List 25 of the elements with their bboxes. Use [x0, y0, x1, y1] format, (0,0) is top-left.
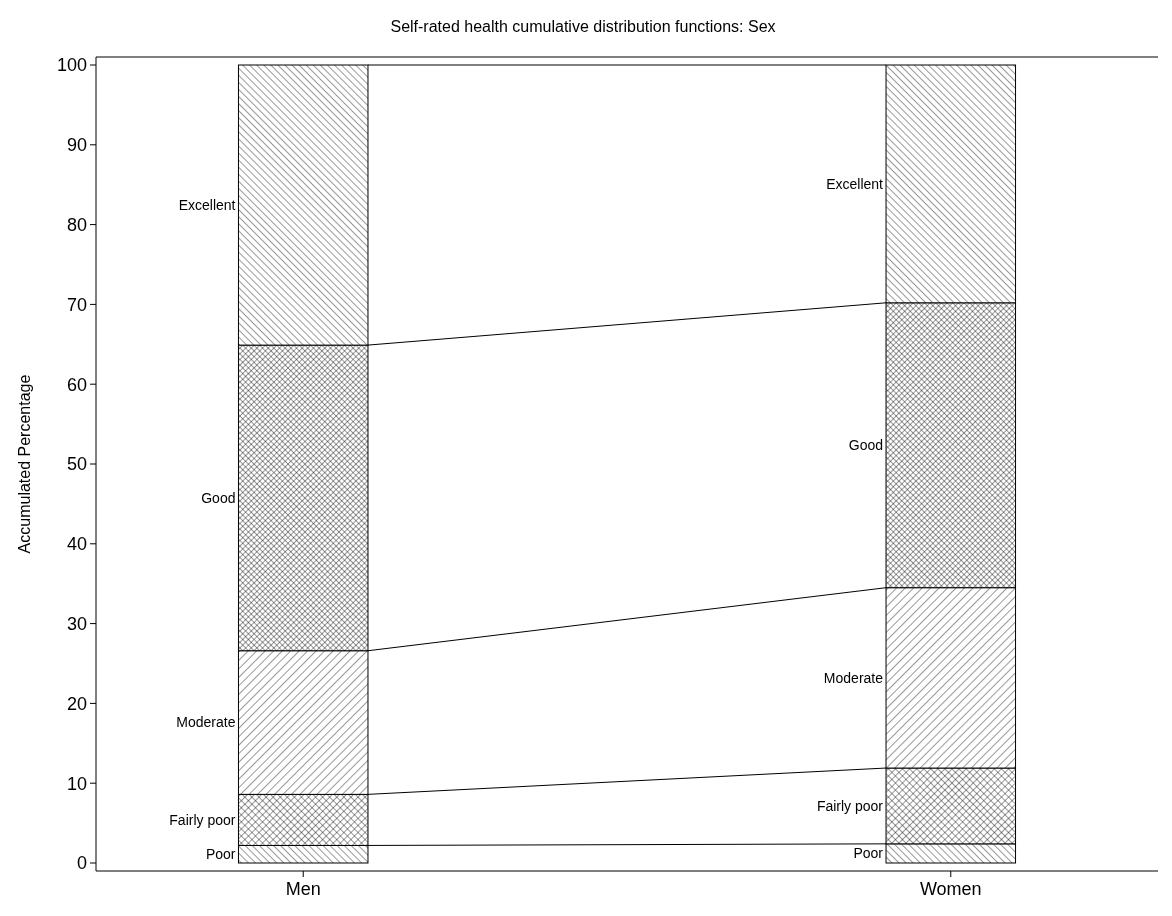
- x-tick-label: Women: [919, 879, 982, 899]
- text: Poor: [853, 845, 884, 862]
- y-tick-label: 40: [66, 534, 87, 555]
- y-tick-label: 100: [56, 55, 87, 76]
- x-tick-label: Men: [285, 879, 321, 899]
- y-tick-label: 0: [76, 853, 87, 874]
- y-tick-label: 90: [66, 135, 87, 156]
- text: Fairly poor: [816, 797, 884, 814]
- y-tick-label: 60: [66, 374, 87, 395]
- series-label: Moderate: [176, 714, 236, 731]
- y-tick-label: 10: [66, 773, 87, 794]
- text: Moderate: [823, 669, 884, 686]
- y-tick-label: 50: [66, 454, 87, 475]
- y-axis-title: Accumulated Percentage: [16, 374, 33, 554]
- y-tick-label: 80: [66, 214, 87, 235]
- series-label: Excellent: [178, 196, 236, 213]
- text: Good: [848, 437, 884, 454]
- y-tick-label: 70: [66, 294, 87, 315]
- series-label: Fairly poor: [169, 811, 236, 828]
- chart-title: Self-rated health cumulative distribution functions: Sex: [390, 18, 776, 35]
- y-tick-label: 20: [66, 693, 87, 714]
- y-tick-label: 30: [66, 613, 87, 634]
- text: Excellent: [826, 175, 884, 192]
- series-label: Poor: [205, 846, 236, 863]
- series-label: Good: [201, 489, 236, 506]
